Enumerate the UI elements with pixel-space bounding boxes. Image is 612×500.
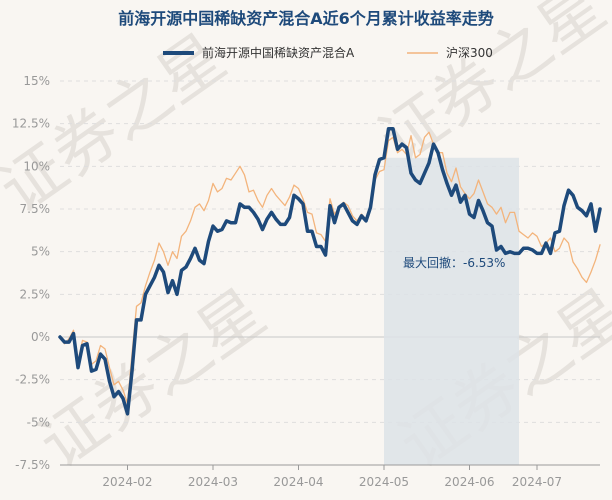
y-tick-label: 7.5%	[20, 202, 51, 216]
legend-label-fund: 前海开源中国稀缺资产混合A	[202, 45, 355, 60]
drawdown-region: 最大回撤：-6.53%	[384, 157, 519, 466]
y-axis: 15% 12.5% 10% 7.5% 5% 2.5% 0% -2.5% -5% -7.5%	[12, 74, 50, 472]
chart-title: 前海开源中国稀缺资产混合A近6个月累计收益率走势	[118, 9, 494, 28]
x-tick-label: 2024-02	[102, 475, 152, 489]
y-tick-label: -2.5%	[15, 373, 50, 387]
y-tick-label: 12.5%	[12, 117, 50, 131]
watermark: 证券之星证券之星证券之星证券之星	[0, 0, 612, 483]
y-tick-label: 10%	[23, 159, 50, 173]
drawdown-area	[384, 157, 519, 466]
y-tick-label: 0%	[31, 330, 50, 344]
watermark-text: 证券之星	[27, 276, 279, 483]
y-tick-label: 15%	[23, 74, 50, 88]
series-line-index	[59, 131, 601, 405]
x-tick-label: 2024-05	[359, 475, 409, 489]
x-tick-label: 2024-06	[444, 475, 494, 489]
y-tick-label: -7.5%	[15, 458, 50, 472]
y-tick-label: 2.5%	[20, 287, 51, 301]
legend-label-index: 沪深300	[446, 46, 493, 60]
y-tick-label: -5%	[27, 415, 50, 429]
x-axis: 2024-02 2024-03 2024-04 2024-05 2024-06 2024-…	[60, 464, 600, 489]
series-lines	[58, 127, 602, 416]
x-tick-label: 2024-03	[188, 475, 238, 489]
legend: 前海开源中国稀缺资产混合A 沪深300	[163, 45, 493, 60]
x-tick-label: 2024-07	[512, 475, 562, 489]
series-line-fund	[58, 127, 602, 416]
y-tick-label: 5%	[31, 245, 50, 259]
drawdown-label: 最大回撤：-6.53%	[403, 255, 505, 270]
x-tick-label: 2024-04	[273, 475, 323, 489]
